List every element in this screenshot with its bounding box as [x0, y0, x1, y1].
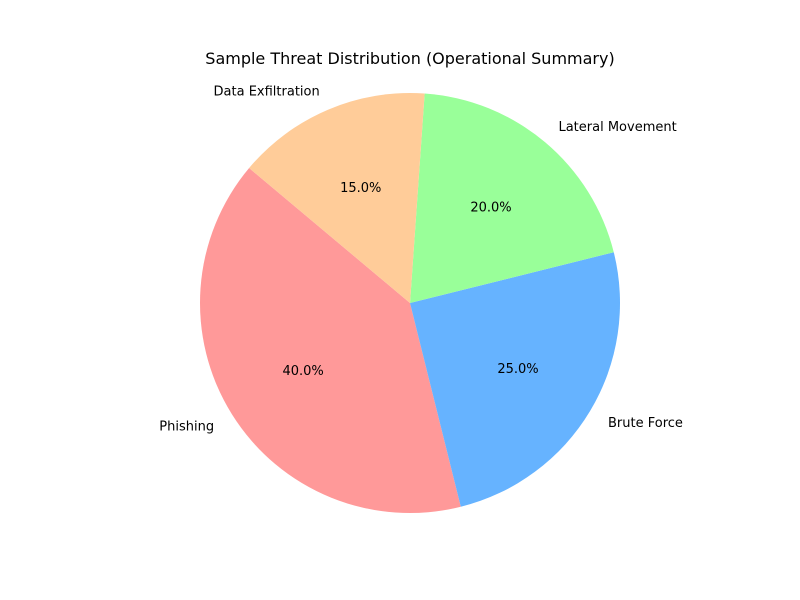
slice-percent-label: 20.0%: [470, 200, 511, 215]
pie-labels: Phishing 40.0% Brute Force 25.0% Lateral Mov…: [159, 84, 683, 434]
slice-label: Data Exfiltration: [214, 84, 320, 99]
pie-slice-lateral-movement: [410, 93, 614, 303]
pie-slice-brute-force: [410, 252, 620, 507]
pie-slice-phishing: [199, 168, 461, 514]
pie-slice-data-exfiltration: [249, 93, 425, 303]
pie-slices: [199, 93, 620, 514]
slice-label: Brute Force: [608, 416, 683, 431]
slice-label: Phishing: [159, 419, 214, 434]
slice-percent-label: 40.0%: [282, 364, 323, 379]
slice-label: Lateral Movement: [558, 120, 676, 135]
slice-percent-label: 15.0%: [340, 181, 381, 196]
slice-percent-label: 25.0%: [497, 362, 538, 377]
chart-title: Sample Threat Distribution (Operational …: [205, 49, 614, 68]
